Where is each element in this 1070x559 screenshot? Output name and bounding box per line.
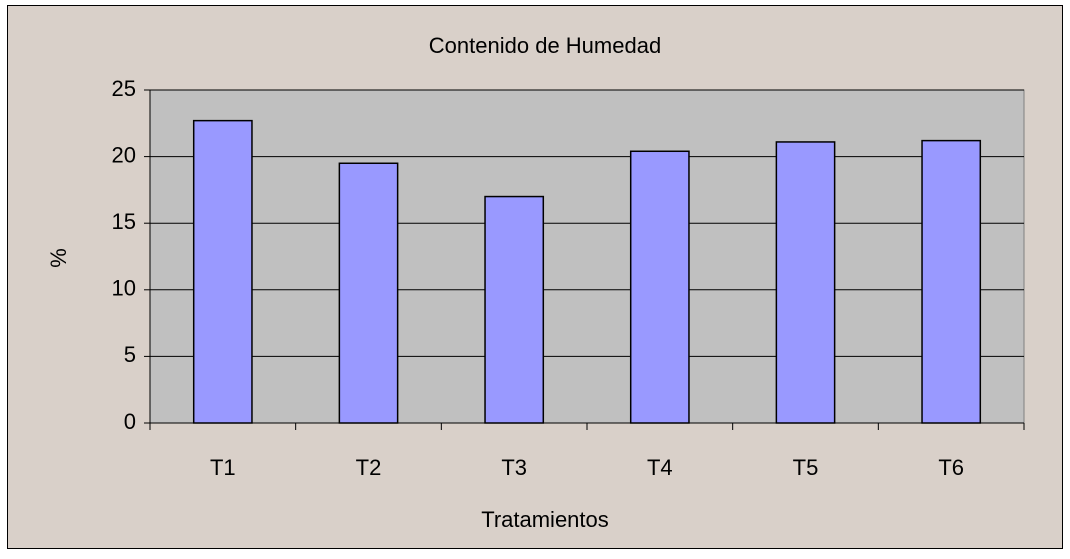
y-tick-label: 15 [112, 209, 136, 234]
y-tick-label: 20 [112, 142, 136, 167]
bar [484, 195, 545, 424]
x-tick-label: T5 [793, 455, 819, 480]
bar [192, 119, 253, 424]
bar [629, 150, 690, 424]
x-tick-label: T1 [210, 455, 236, 480]
bar [775, 141, 836, 424]
x-tick-label: T3 [501, 455, 527, 480]
chart-title: Contenido de Humedad [429, 33, 661, 58]
x-tick-label: T2 [356, 455, 382, 480]
bar [338, 162, 399, 424]
x-axis-label: Tratamientos [481, 507, 609, 532]
y-tick-label: 25 [112, 76, 136, 101]
bar [921, 139, 982, 424]
x-tick-label: T4 [647, 455, 673, 480]
y-tick-label: 10 [112, 276, 136, 301]
y-axis-label: % [46, 248, 71, 268]
plot-area [149, 89, 1025, 424]
y-tick-label: 5 [124, 342, 136, 367]
x-tick-label: T6 [938, 455, 964, 480]
y-tick-label: 0 [124, 409, 136, 434]
